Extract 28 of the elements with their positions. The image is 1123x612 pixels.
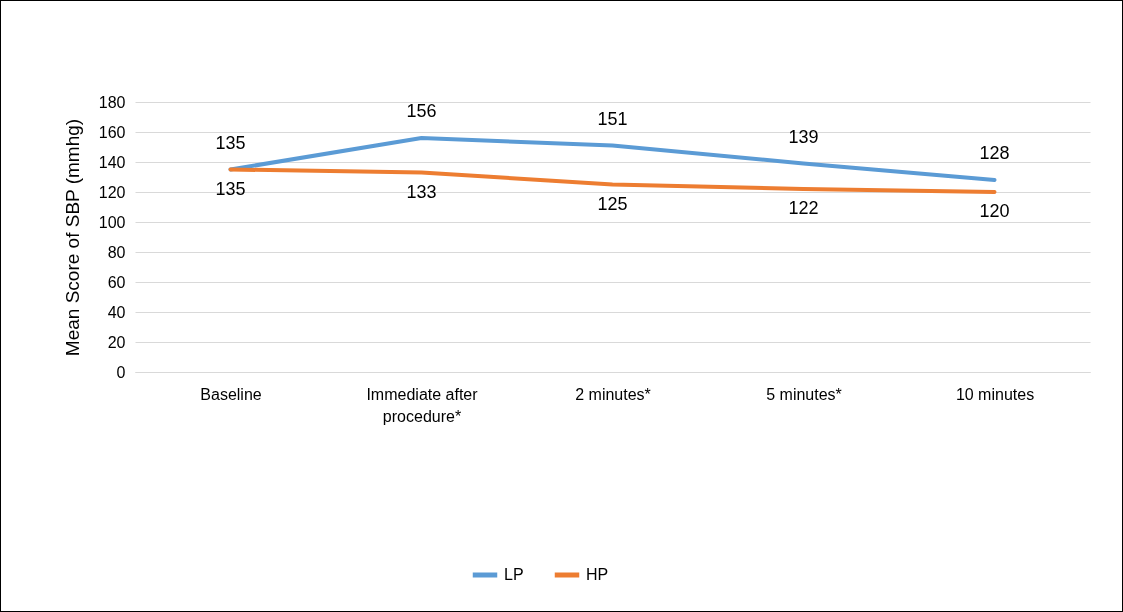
y-tick-label: 120 — [98, 183, 126, 201]
x-tick-label: 10 minutes — [955, 385, 1035, 403]
y-tick-label: 80 — [107, 243, 126, 261]
data-label: 151 — [597, 108, 628, 129]
data-label: 133 — [406, 181, 437, 202]
x-tick-label: Baseline — [200, 385, 262, 403]
data-label: 125 — [597, 193, 628, 214]
y-tick-label: 60 — [107, 273, 126, 291]
data-label: 122 — [788, 198, 819, 218]
x-tick-label: 2 minutes* — [575, 385, 651, 403]
y-axis-title: Mean Score of SBP (mmhg) — [61, 118, 83, 357]
data-label: 120 — [979, 201, 1010, 221]
data-label: 135 — [215, 178, 246, 199]
x-tick-label: 5 minutes* — [766, 385, 842, 403]
data-label: 139 — [788, 126, 819, 147]
y-tick-label: 160 — [98, 123, 126, 141]
y-tick-label: 40 — [107, 303, 126, 321]
y-tick-label: 140 — [98, 153, 126, 171]
y-tick-label: 100 — [98, 213, 126, 231]
legend-label: LP — [504, 566, 524, 583]
data-label: 128 — [979, 143, 1010, 163]
y-tick-label: 0 — [116, 363, 126, 381]
data-label: 156 — [406, 101, 437, 121]
y-tick-label: 20 — [107, 333, 126, 351]
legend-label: HP — [586, 566, 609, 583]
y-tick-label: 180 — [98, 93, 126, 111]
x-tick-label: Immediate after procedure* — [366, 385, 479, 425]
data-label: 135 — [215, 132, 246, 153]
